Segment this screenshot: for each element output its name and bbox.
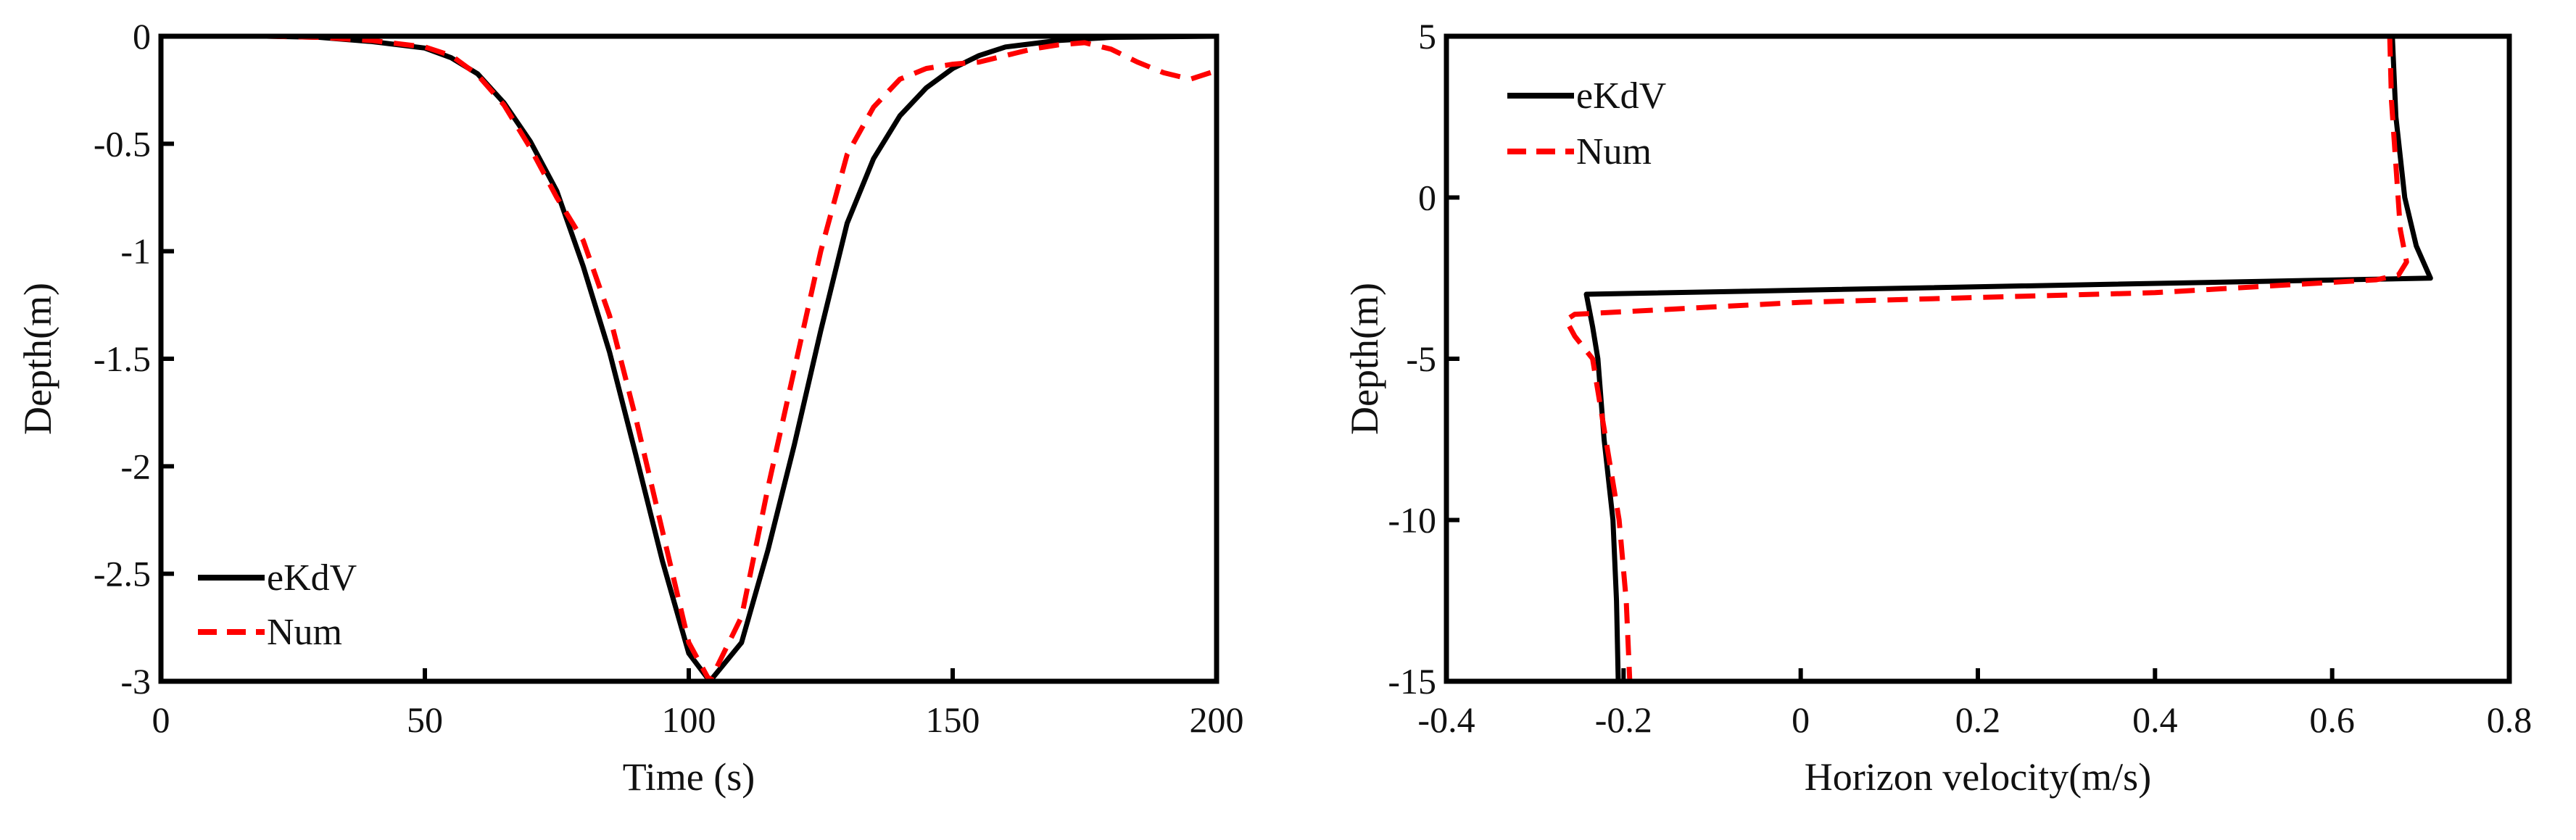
- chart-panel-2: eKdV Num -0.4 -0.2 0 0.2 0.4 0.6 0.8 5 0 -5 -10 -15 Ho…: [1343, 16, 2532, 799]
- y-tick-label: -15: [1388, 661, 1436, 702]
- series-line-num: [1563, 36, 2409, 682]
- x-tick-label: 50: [407, 699, 443, 740]
- y-tick-label: -0.5: [94, 123, 151, 164]
- y-axis-label: Depth(m): [16, 283, 59, 435]
- y-tick-label: 0: [1418, 178, 1436, 218]
- y-axis-label: Depth(m): [1343, 283, 1386, 435]
- y-tick-label: -3: [120, 661, 151, 702]
- x-tick-label: 0: [152, 699, 170, 740]
- x-tick-label: 0.4: [2132, 699, 2178, 740]
- y-tick-label: 0: [133, 16, 151, 57]
- x-tick-label: 100: [662, 699, 716, 740]
- y-tick-label: -2: [120, 446, 151, 486]
- legend-label: eKdV: [267, 557, 357, 599]
- x-axis-label: Time (s): [623, 755, 755, 799]
- x-tick-label: 150: [926, 699, 980, 740]
- x-tick-label: 0.8: [2487, 699, 2532, 740]
- y-tick-label: -2.5: [94, 554, 151, 594]
- y-tick-label: 5: [1418, 16, 1436, 57]
- x-tick-label: 0: [1792, 699, 1810, 740]
- x-tick-label: 0.6: [2309, 699, 2355, 740]
- x-tick-label: -0.4: [1417, 699, 1475, 740]
- y-tick-label: -5: [1406, 338, 1436, 379]
- x-tick-label: -0.2: [1595, 699, 1652, 740]
- legend-label: Num: [1576, 131, 1652, 172]
- legend-label: eKdV: [1576, 75, 1666, 117]
- series-line-ekdv: [1583, 36, 2433, 682]
- chart-panel-1: eKdV Num 0 50 100 150 200 0 -0.5 -1 -1.5 -2 -2.5 -3 Ti…: [16, 16, 1244, 799]
- y-tick-label: -1.5: [94, 338, 151, 379]
- y-tick-label: -1: [120, 231, 151, 272]
- y-tick-label: -10: [1388, 500, 1436, 541]
- legend-label: Num: [267, 612, 342, 653]
- x-tick-label: 0.2: [1955, 699, 2001, 740]
- x-axis-label: Horizon velocity(m/s): [1805, 755, 2151, 799]
- series-line-num: [266, 33, 1218, 684]
- x-tick-label: 200: [1190, 699, 1244, 740]
- series-line-ekdv: [266, 33, 1217, 684]
